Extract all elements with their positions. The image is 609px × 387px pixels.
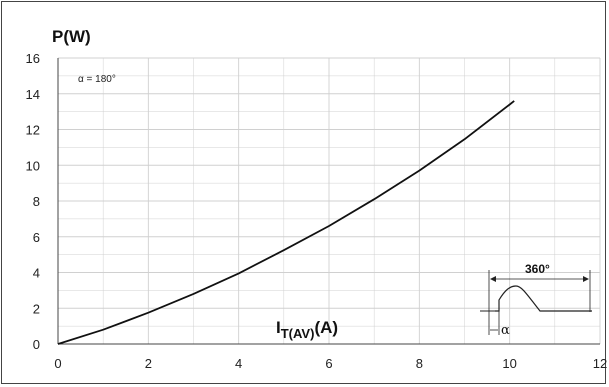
x-tick-labels: 0 2 4 6 8 10 12	[54, 356, 607, 371]
inset-period-label: 360°	[525, 262, 550, 276]
x-tick-label: 12	[593, 356, 607, 371]
y-tick-label: 0	[33, 337, 40, 352]
x-tick-label: 2	[145, 356, 152, 371]
x-axis-title-unit: (A)	[314, 318, 338, 337]
x-tick-label: 10	[502, 356, 516, 371]
x-tick-label: 6	[325, 356, 332, 371]
waveform-inset: 360° α	[480, 262, 592, 338]
y-tick-label: 14	[26, 87, 40, 102]
y-tick-label: 8	[33, 194, 40, 209]
y-tick-label: 6	[33, 230, 40, 245]
x-tick-label: 0	[54, 356, 61, 371]
y-axis-title: P(W)	[52, 27, 91, 46]
y-tick-labels: 0 2 4 6 8 10 12 14 16	[26, 51, 40, 352]
y-tick-label: 4	[33, 266, 40, 281]
x-tick-label: 4	[235, 356, 242, 371]
x-tick-label: 8	[416, 356, 423, 371]
angle-annotation: α = 180°	[78, 74, 116, 85]
inset-alpha-label: α	[501, 323, 510, 338]
data-series	[57, 100, 515, 345]
series-line	[57, 100, 515, 345]
inset-arrowhead-left	[490, 276, 496, 282]
grid-lines	[57, 57, 601, 345]
y-tick-label: 16	[26, 51, 40, 66]
y-tick-label: 2	[33, 301, 40, 316]
x-axis-title-main: I	[276, 318, 281, 337]
y-tick-label: 12	[26, 123, 40, 138]
y-tick-label: 10	[26, 158, 40, 173]
inset-waveform	[495, 285, 592, 312]
x-axis-title-sub: T(AV)	[281, 326, 315, 341]
inset-arrowhead-right	[583, 276, 589, 282]
axes	[57, 58, 600, 345]
x-axis-title: IT(AV)(A)	[276, 318, 338, 341]
